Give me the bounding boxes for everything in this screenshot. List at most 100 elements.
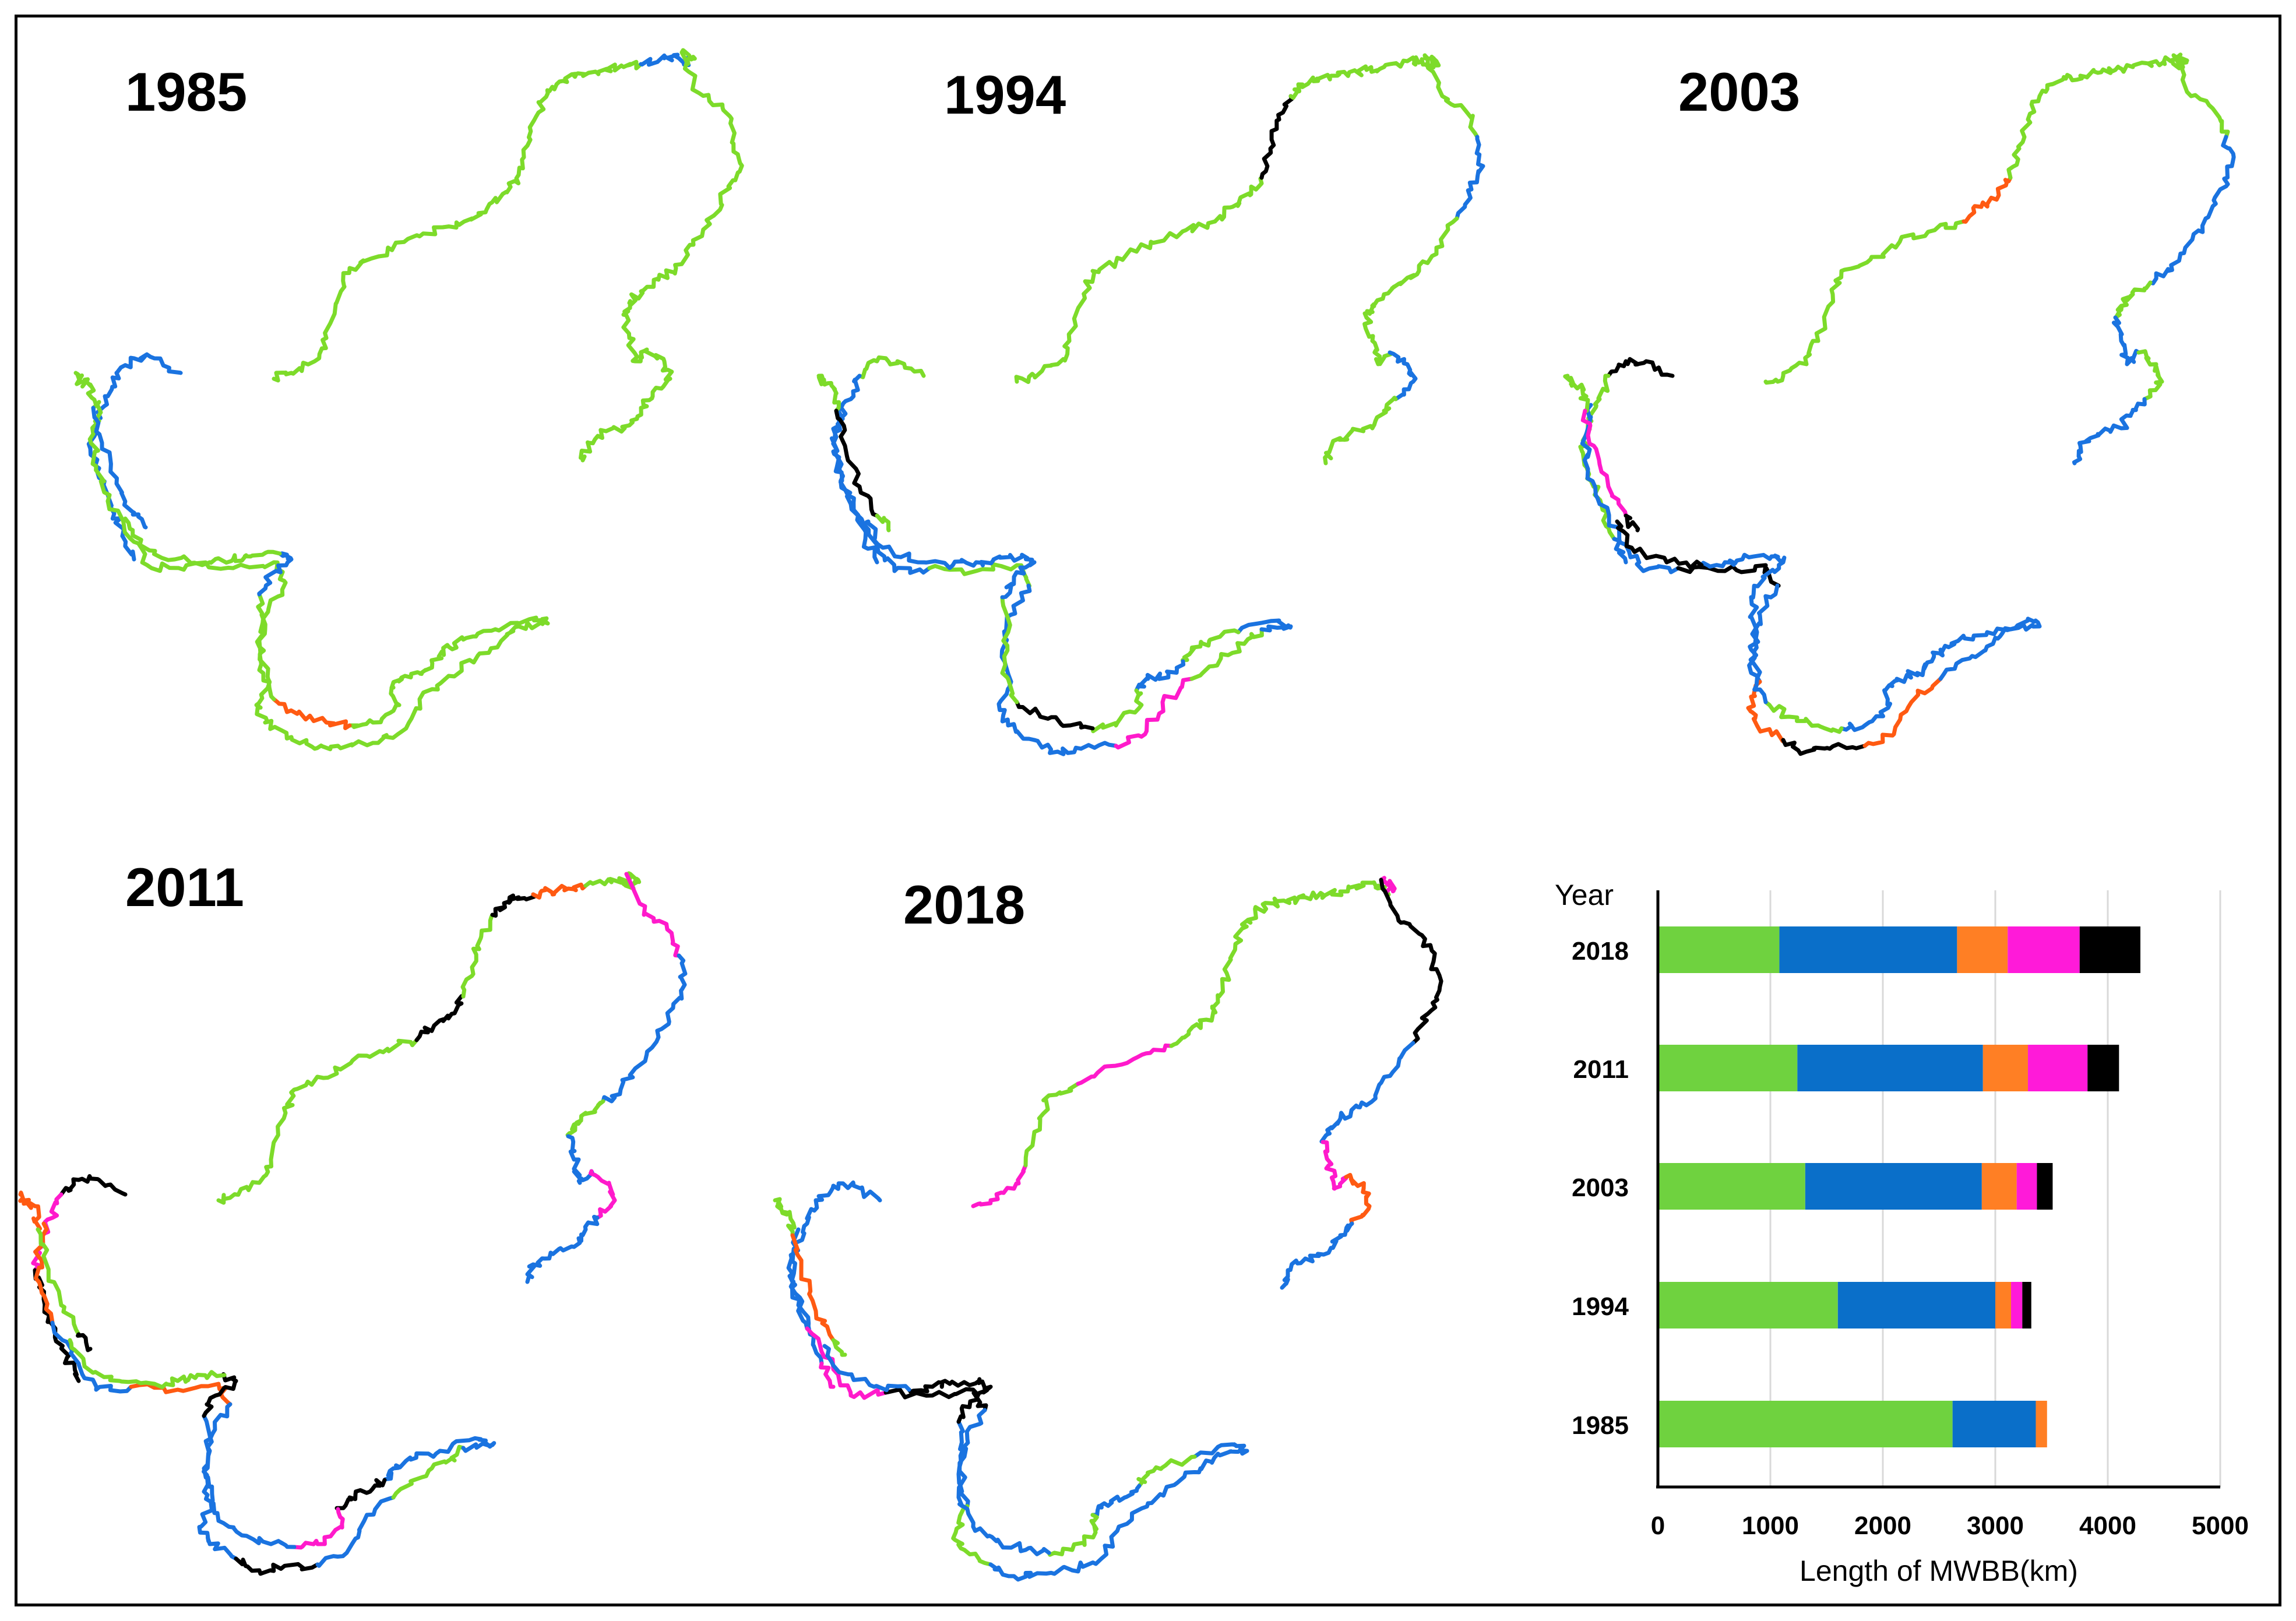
coastline-segment xyxy=(566,1134,594,1185)
coastline-map-1985 xyxy=(73,48,744,752)
coastline-segment xyxy=(371,674,451,745)
coastline-segment xyxy=(1319,1103,1360,1144)
coastline-segment xyxy=(1245,896,1292,925)
coastline-segment xyxy=(493,615,550,633)
coastline-segment xyxy=(256,592,276,702)
map-year-label-2018: 2018 xyxy=(903,874,1025,935)
coastline-segment xyxy=(2037,73,2084,98)
x-tick-label: 2000 xyxy=(1854,1511,1911,1540)
coastline-segment xyxy=(712,132,744,218)
coastline-map-1994 xyxy=(816,53,1485,756)
coastline-segment xyxy=(33,1221,55,1325)
coastline-segment xyxy=(123,516,212,568)
year-category-label: 1985 xyxy=(1572,1411,1629,1440)
coastline-segment xyxy=(656,213,716,282)
coastline-segment xyxy=(816,373,841,413)
coastline-segment xyxy=(1090,688,1144,734)
coastline-segment xyxy=(289,735,375,752)
coastline-segment xyxy=(861,537,879,565)
coastline-map-2018 xyxy=(773,876,1443,1582)
coastline-segment xyxy=(1066,256,1124,343)
coastline-segment xyxy=(805,1326,888,1400)
coastline-segment xyxy=(988,1562,1075,1582)
coastline-segment xyxy=(197,1498,238,1561)
coastline-segment xyxy=(1136,1454,1197,1488)
coastline-map-2003 xyxy=(1563,52,2236,756)
coastline-segment xyxy=(621,312,649,364)
year-category-label: 1994 xyxy=(1572,1292,1629,1321)
coastline-segment xyxy=(1362,280,1404,320)
bar-segment-black-1994 xyxy=(2022,1282,2031,1328)
bar-segment-magenta-2003 xyxy=(2016,1163,2037,1210)
coastline-segment xyxy=(1748,583,1780,684)
map-year-label-2003: 2003 xyxy=(1678,61,1800,122)
coastline-segment xyxy=(1146,1451,1220,1506)
coastline-segment xyxy=(907,1379,981,1394)
x-tick-label: 5000 xyxy=(2192,1511,2249,1540)
coastline-segment xyxy=(184,560,288,585)
coastline-segment xyxy=(1090,1483,1142,1517)
coastline-segment xyxy=(1763,700,1844,734)
coastline-segment xyxy=(1938,626,2013,681)
coastline-segment xyxy=(819,1361,836,1389)
coastline-segment xyxy=(469,172,521,222)
x-tick-label: 3000 xyxy=(1967,1511,2024,1540)
coastline-segment xyxy=(152,1370,227,1390)
coastline-segment xyxy=(1749,554,1787,600)
coastline-segment xyxy=(1134,659,1186,693)
coastline-segment xyxy=(1023,1081,1080,1168)
year-category-label: 2018 xyxy=(1572,937,1629,965)
coastline-segment xyxy=(269,1074,326,1162)
bar-segment-orange-1985 xyxy=(2036,1401,2047,1447)
coastline-segment xyxy=(321,1038,419,1080)
coastline-segment xyxy=(1169,1000,1220,1048)
coastline-segment xyxy=(18,1190,43,1232)
coastline-segment xyxy=(68,1338,157,1386)
coastline-segment xyxy=(1288,73,1334,100)
coastline-segment xyxy=(1216,918,1249,1005)
coastline-segment xyxy=(1320,1140,1348,1191)
coastline-segment xyxy=(621,277,661,317)
coastline-segment xyxy=(956,1408,987,1509)
coastline-segment xyxy=(50,1320,133,1394)
coastline-segment xyxy=(216,1518,297,1549)
coastline-segment xyxy=(2006,94,2042,180)
coastline-segment xyxy=(996,679,1037,742)
coastline-segment xyxy=(1032,738,1118,756)
coastline-segment xyxy=(1563,373,1590,413)
coastline-segment xyxy=(586,59,643,76)
coastline-maps: 1985 1994 2003 2011 2018 xyxy=(18,48,2236,1582)
coastline-segment xyxy=(1606,357,1675,378)
coastline-segment xyxy=(950,553,1025,568)
coastline-segment xyxy=(971,1163,1028,1208)
coastline-segment xyxy=(834,408,879,518)
coastline-segment xyxy=(347,685,402,730)
coastline-segment xyxy=(2203,135,2236,221)
coastline-segment xyxy=(1338,880,1391,897)
coastline-segment xyxy=(73,371,98,410)
coastline-segment xyxy=(376,216,474,259)
x-axis-title: Length of MWBB(km) xyxy=(1800,1555,2078,1587)
coastline-segment xyxy=(956,1419,976,1529)
bar-segment-magenta-2011 xyxy=(2027,1045,2088,1091)
coastline-segment xyxy=(436,627,498,661)
bar-segment-blue-2003 xyxy=(1805,1163,1982,1210)
coastline-segment xyxy=(601,1035,661,1104)
bar-segment-green-1994 xyxy=(1658,1282,1838,1328)
coastline-segment xyxy=(1763,339,1820,385)
coastline-segment xyxy=(2136,349,2164,401)
coastline-map-2011 xyxy=(18,871,688,1576)
coastline-segment xyxy=(525,1250,553,1284)
bar-segment-green-2003 xyxy=(1658,1163,1805,1210)
x-tick-label: 0 xyxy=(1651,1511,1665,1540)
bar-segment-black-2018 xyxy=(2079,926,2140,973)
bar-segment-green-2018 xyxy=(1658,926,1780,973)
bar-segment-black-2011 xyxy=(2087,1045,2119,1091)
coastline-segment xyxy=(583,876,636,891)
map-year-label-1994: 1994 xyxy=(944,64,1066,125)
coastline-segment xyxy=(790,1233,836,1342)
coastline-segment xyxy=(2078,63,2135,80)
bar-segment-green-2011 xyxy=(1658,1045,1798,1091)
coastline-segment xyxy=(951,1504,993,1567)
coastline-segment xyxy=(234,1556,320,1576)
